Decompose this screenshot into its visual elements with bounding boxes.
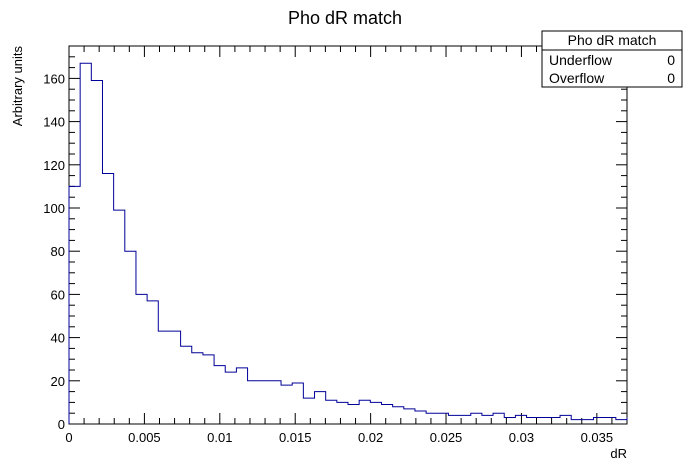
histogram-series bbox=[68, 62, 628, 424]
stats-overflow-label: Overflow bbox=[549, 70, 605, 86]
x-tick-label: 0.015 bbox=[279, 430, 312, 445]
stats-box: Pho dR match Underflow 0 Overflow 0 bbox=[541, 30, 683, 88]
y-tick-label: 0 bbox=[58, 417, 65, 432]
x-tick-labels: 0 0.005 0.01 0.015 0.02 0.025 0.03 0.035 bbox=[65, 430, 613, 445]
plot-frame bbox=[68, 45, 628, 425]
chart-title: Pho dR match bbox=[288, 8, 402, 28]
y-tick-label: 20 bbox=[51, 374, 65, 389]
y-axis-label: Arbitrary units bbox=[10, 46, 25, 127]
y-tick-label: 40 bbox=[51, 331, 65, 346]
stats-underflow-label: Underflow bbox=[549, 52, 613, 68]
y-tick-label: 120 bbox=[43, 158, 65, 173]
y-tick-label: 100 bbox=[43, 201, 65, 216]
x-tick-label: 0.01 bbox=[207, 430, 232, 445]
axis-ticks bbox=[68, 45, 628, 425]
stats-underflow-value: 0 bbox=[667, 52, 675, 68]
x-tick-label: 0.035 bbox=[581, 430, 614, 445]
y-tick-labels: 0 20 40 60 80 100 120 140 160 bbox=[43, 71, 65, 432]
x-tick-label: 0.02 bbox=[358, 430, 383, 445]
y-tick-label: 60 bbox=[51, 287, 65, 302]
stats-overflow-value: 0 bbox=[667, 70, 675, 86]
x-tick-label: 0.025 bbox=[430, 430, 463, 445]
stats-box-title: Pho dR match bbox=[568, 32, 657, 48]
y-tick-label: 140 bbox=[43, 115, 65, 130]
x-tick-label: 0.005 bbox=[128, 430, 161, 445]
x-tick-label: 0 bbox=[65, 430, 72, 445]
y-tick-label: 160 bbox=[43, 71, 65, 86]
y-tick-label: 80 bbox=[51, 244, 65, 259]
x-axis-label: dR bbox=[610, 446, 627, 461]
x-tick-label: 0.03 bbox=[509, 430, 534, 445]
